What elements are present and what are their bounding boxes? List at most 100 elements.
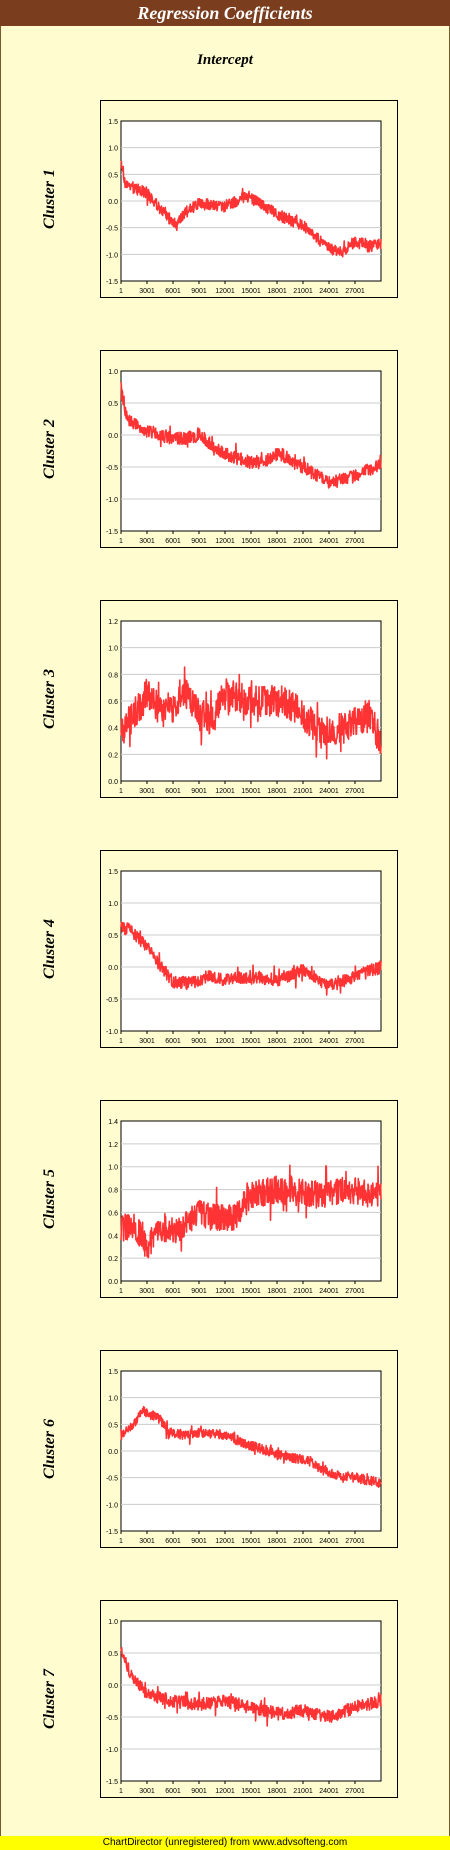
cluster-4-label: Cluster 4 bbox=[30, 850, 70, 1048]
cluster-2-x-tick-label: 12001 bbox=[215, 538, 235, 545]
cluster-6-x-tick-label: 15001 bbox=[241, 1538, 261, 1545]
cluster-4-y-tick-label: 0.5 bbox=[108, 933, 118, 940]
cluster-7-label: Cluster 7 bbox=[30, 1600, 70, 1798]
cluster-3-x-tick-label: 12001 bbox=[215, 788, 235, 795]
cluster-3-chart: 1.2 1.0 0.8 0.6 0.4 0.2 0.01 3001 6001 9001 12001 1… bbox=[101, 601, 397, 797]
cluster-6-x-tick-label: 6001 bbox=[165, 1538, 181, 1545]
cluster-2-y-tick-label: -1.0 bbox=[106, 497, 118, 504]
cluster-3-y-tick-label: 0.2 bbox=[108, 752, 118, 759]
cluster-5-y-tick-label: 1.0 bbox=[108, 1165, 118, 1172]
cluster-1-x-tick-label: 12001 bbox=[215, 288, 235, 295]
cluster-5-y-tick-label: 0.8 bbox=[108, 1188, 118, 1195]
cluster-5-label-text: Cluster 5 bbox=[41, 1169, 59, 1229]
cluster-6-y-tick-label: 0.5 bbox=[108, 1422, 118, 1429]
cluster-2-x-tick-label: 27001 bbox=[345, 538, 365, 545]
cluster-1-chart: 1.5 1.0 0.5 0.0 -0.5 -1.0 -1.51 3001 6001 9001 120… bbox=[101, 101, 397, 297]
cluster-2-x-tick-label: 18001 bbox=[267, 538, 287, 545]
cluster-5-chart: 1.4 1.2 1.0 0.8 0.6 0.4 0.2 0.01 3001 6001 9001 120… bbox=[101, 1101, 397, 1297]
cluster-1-y-tick-label: 1.5 bbox=[108, 119, 118, 126]
cluster-7-x-tick-label: 12001 bbox=[215, 1788, 235, 1795]
cluster-6-y-tick-label: -0.5 bbox=[106, 1476, 118, 1483]
cluster-5-x-tick-label: 21001 bbox=[293, 1288, 313, 1295]
cluster-3-y-tick-label: 1.0 bbox=[108, 646, 118, 653]
cluster-7-x-tick-label: 27001 bbox=[345, 1788, 365, 1795]
cluster-1-x-tick-label: 3001 bbox=[139, 288, 155, 295]
cluster-2-x-tick-label: 24001 bbox=[319, 538, 339, 545]
cluster-3-x-tick-label: 18001 bbox=[267, 788, 287, 795]
cluster-3-x-tick-label: 15001 bbox=[241, 788, 261, 795]
chart-subtitle: Intercept bbox=[0, 52, 450, 69]
cluster-3-y-tick-label: 1.2 bbox=[108, 619, 118, 626]
cluster-2-x-tick-label: 6001 bbox=[165, 538, 181, 545]
cluster-7-x-tick-label: 21001 bbox=[293, 1788, 313, 1795]
cluster-2-y-tick-label: -0.5 bbox=[106, 465, 118, 472]
cluster-1-x-tick-label: 24001 bbox=[319, 288, 339, 295]
cluster-7-x-tick-label: 1 bbox=[119, 1788, 123, 1795]
cluster-5-x-tick-label: 9001 bbox=[191, 1288, 207, 1295]
cluster-5-label: Cluster 5 bbox=[30, 1100, 70, 1298]
cluster-3-x-tick-label: 24001 bbox=[319, 788, 339, 795]
cluster-6-x-tick-label: 3001 bbox=[139, 1538, 155, 1545]
cluster-4-plot-area bbox=[121, 871, 381, 1031]
cluster-4-x-tick-label: 27001 bbox=[345, 1038, 365, 1045]
cluster-4-y-tick-label: -1.0 bbox=[106, 1029, 118, 1036]
cluster-3-x-tick-label: 3001 bbox=[139, 788, 155, 795]
cluster-1-y-tick-label: 0.0 bbox=[108, 199, 118, 206]
cluster-7-x-tick-label: 9001 bbox=[191, 1788, 207, 1795]
cluster-3-x-tick-label: 21001 bbox=[293, 788, 313, 795]
cluster-3-x-tick-label: 27001 bbox=[345, 788, 365, 795]
cluster-1-y-tick-label: -1.5 bbox=[106, 279, 118, 286]
cluster-5-y-tick-label: 1.2 bbox=[108, 1142, 118, 1149]
cluster-1-x-tick-label: 1 bbox=[119, 288, 123, 295]
cluster-1-label: Cluster 1 bbox=[30, 100, 70, 298]
cluster-2-y-tick-label: 0.0 bbox=[108, 433, 118, 440]
cluster-3-label-text: Cluster 3 bbox=[41, 669, 59, 729]
cluster-4-x-tick-label: 18001 bbox=[267, 1038, 287, 1045]
cluster-4-x-tick-label: 15001 bbox=[241, 1038, 261, 1045]
cluster-4-x-tick-label: 9001 bbox=[191, 1038, 207, 1045]
cluster-4-x-tick-label: 1 bbox=[119, 1038, 123, 1045]
cluster-2-chart: 1.0 0.5 0.0 -0.5 -1.0 -1.51 3001 6001 9001 12001 1… bbox=[101, 351, 397, 547]
cluster-6-x-tick-label: 9001 bbox=[191, 1538, 207, 1545]
cluster-5-x-tick-label: 3001 bbox=[139, 1288, 155, 1295]
cluster-4-y-tick-label: 1.0 bbox=[108, 901, 118, 908]
cluster-4-x-tick-label: 3001 bbox=[139, 1038, 155, 1045]
cluster-5-x-tick-label: 15001 bbox=[241, 1288, 261, 1295]
cluster-4-label-text: Cluster 4 bbox=[41, 919, 59, 979]
cluster-6-label: Cluster 6 bbox=[30, 1350, 70, 1548]
cluster-2-plot-area bbox=[121, 371, 381, 531]
cluster-3-x-tick-label: 9001 bbox=[191, 788, 207, 795]
cluster-7-x-tick-label: 6001 bbox=[165, 1788, 181, 1795]
cluster-7-x-tick-label: 18001 bbox=[267, 1788, 287, 1795]
cluster-3-y-tick-label: 0.4 bbox=[108, 726, 118, 733]
cluster-6-x-tick-label: 27001 bbox=[345, 1538, 365, 1545]
cluster-4-y-tick-label: 0.0 bbox=[108, 965, 118, 972]
cluster-2-y-tick-label: 0.5 bbox=[108, 401, 118, 408]
cluster-7-x-tick-label: 24001 bbox=[319, 1788, 339, 1795]
cluster-2-x-tick-label: 9001 bbox=[191, 538, 207, 545]
cluster-3-y-tick-label: 0.6 bbox=[108, 699, 118, 706]
cluster-7-x-tick-label: 3001 bbox=[139, 1788, 155, 1795]
cluster-5-y-tick-label: 0.4 bbox=[108, 1233, 118, 1240]
cluster-4-x-tick-label: 6001 bbox=[165, 1038, 181, 1045]
cluster-1-y-tick-label: -1.0 bbox=[106, 252, 118, 259]
cluster-1-x-tick-label: 6001 bbox=[165, 288, 181, 295]
cluster-7-y-tick-label: -1.5 bbox=[106, 1779, 118, 1786]
cluster-7-chart: 1.0 0.5 0.0 -0.5 -1.0 -1.51 3001 6001 9001 12001 1… bbox=[101, 1601, 397, 1797]
cluster-6-x-tick-label: 1 bbox=[119, 1538, 123, 1545]
cluster-6-y-tick-label: 1.5 bbox=[108, 1369, 118, 1376]
cluster-6-x-tick-label: 18001 bbox=[267, 1538, 287, 1545]
cluster-1-label-text: Cluster 1 bbox=[41, 169, 59, 229]
cluster-1-x-tick-label: 21001 bbox=[293, 288, 313, 295]
cluster-7-y-tick-label: 0.5 bbox=[108, 1651, 118, 1658]
cluster-5-y-tick-label: 0.2 bbox=[108, 1256, 118, 1263]
cluster-5-chart-panel: 1.4 1.2 1.0 0.8 0.6 0.4 0.2 0.0 1 3001 6001 9001 120… bbox=[100, 1100, 398, 1298]
cluster-2-x-tick-label: 15001 bbox=[241, 538, 261, 545]
cluster-2-label-text: Cluster 2 bbox=[41, 419, 59, 479]
footer-credit: ChartDirector (unregistered) from www.ad… bbox=[0, 1836, 450, 1850]
cluster-3-label: Cluster 3 bbox=[30, 600, 70, 798]
cluster-6-y-tick-label: -1.5 bbox=[106, 1529, 118, 1536]
cluster-7-y-tick-label: -0.5 bbox=[106, 1715, 118, 1722]
cluster-4-chart: 1.5 1.0 0.5 0.0 -0.5 -1.01 3001 6001 9001 12001 15… bbox=[101, 851, 397, 1047]
cluster-1-x-tick-label: 15001 bbox=[241, 288, 261, 295]
